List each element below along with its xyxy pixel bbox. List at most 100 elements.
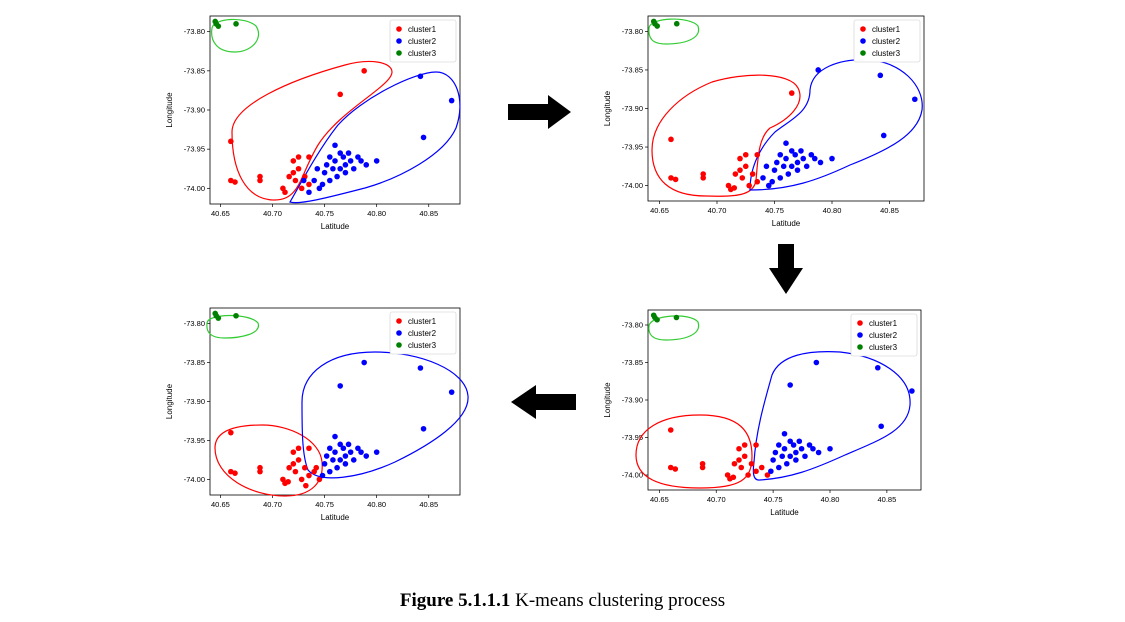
cluster1-point [257, 173, 263, 180]
cluster1-point [232, 470, 238, 476]
cluster3-outline [211, 18, 260, 53]
cluster2-point [790, 442, 797, 448]
cluster1-point [732, 171, 739, 177]
legend-marker [396, 318, 402, 324]
x-axis-label: Latitude [770, 508, 799, 517]
legend-label: cluster2 [408, 329, 437, 338]
cluster2-point [342, 461, 349, 467]
cluster1-point [736, 457, 742, 463]
cluster1-outline [635, 414, 753, 489]
cluster1-point [298, 476, 305, 483]
figure-label: Figure 5.1.1.1 [399, 590, 511, 611]
legend-label: cluster3 [869, 343, 898, 352]
cluster1-point [257, 177, 263, 184]
cluster2-point [323, 162, 330, 168]
x-tick-label: 40.80 [367, 209, 386, 218]
cluster2-point [355, 154, 361, 160]
cluster1-point [700, 171, 706, 177]
cluster1-point [306, 181, 312, 188]
cluster3-point [215, 315, 222, 321]
cluster2-point [332, 158, 338, 164]
x-tick-label: 40.75 [315, 209, 334, 218]
cluster2-point [355, 445, 361, 452]
cluster2-point [770, 457, 776, 463]
cluster2-point [417, 73, 424, 80]
legend-box [853, 19, 921, 63]
cluster2-point [829, 155, 835, 162]
cluster1-point [306, 472, 312, 479]
cluster2-point [342, 162, 349, 168]
cluster2-outline [289, 71, 461, 204]
cluster1-point [739, 175, 746, 181]
cluster2-point [783, 460, 790, 467]
cluster2-point [350, 457, 357, 463]
cluster1-outline [231, 60, 393, 201]
cluster1-point [313, 464, 320, 471]
cluster1-point [361, 68, 367, 74]
cluster1-point [753, 442, 759, 448]
legend-marker [857, 344, 863, 350]
cluster2-point [777, 151, 784, 158]
cluster1-point [228, 138, 234, 145]
cluster1-point [758, 464, 765, 471]
legend-marker [396, 38, 402, 44]
cluster2-point [779, 453, 786, 460]
cluster2-point [332, 449, 338, 455]
y-tick-label: -73.95 [622, 433, 643, 442]
cluster1-point [668, 136, 674, 143]
cluster2-point [877, 72, 884, 79]
cluster1-point [292, 468, 299, 475]
cluster2-point [321, 461, 328, 467]
cluster2-point [363, 162, 370, 168]
x-axis-label: Latitude [321, 513, 350, 522]
cluster2-point [306, 189, 312, 196]
cluster1-point [746, 182, 752, 189]
legend-label: cluster3 [872, 49, 901, 58]
cluster2-point [448, 97, 455, 104]
cluster2-point [326, 468, 333, 475]
cluster2-outline [752, 351, 911, 481]
cluster2-point [788, 163, 795, 170]
figure-title: K-means clustering process [515, 590, 726, 611]
cluster2-point [802, 453, 808, 460]
cluster1-point [754, 178, 761, 185]
cluster2-point [813, 359, 820, 366]
cluster2-point [781, 445, 788, 452]
cluster3-point [233, 312, 239, 319]
cluster2-point [347, 158, 354, 164]
cluster2-point [803, 163, 810, 170]
cluster2-point [358, 449, 364, 455]
cluster1-point [667, 464, 674, 471]
cluster2-point [787, 453, 793, 460]
cluster1-point [306, 154, 312, 160]
legend-marker [860, 38, 866, 44]
y-tick-label: -73.80 [622, 27, 643, 36]
cluster1-point [290, 461, 297, 467]
cluster1-point [337, 91, 344, 98]
cluster2-point [316, 185, 323, 192]
x-tick-label: 40.85 [419, 209, 438, 218]
cluster2-point [811, 155, 818, 162]
x-tick-label: 40.70 [707, 495, 726, 504]
legend-label: cluster2 [872, 37, 901, 46]
cluster1-point [738, 464, 745, 471]
cluster2-point [776, 442, 782, 448]
arrow-down [769, 244, 803, 294]
cluster1-point [699, 460, 706, 467]
x-tick-label: 40.65 [211, 500, 230, 509]
y-axis-label: Longitude [603, 90, 612, 126]
cluster3-outline [648, 315, 700, 341]
cluster1-point [292, 177, 299, 184]
cluster2-point [363, 453, 370, 459]
y-tick-label: -73.85 [184, 66, 205, 75]
cluster2-point [768, 468, 774, 475]
cluster2-point [334, 173, 340, 180]
x-axis-label: Latitude [321, 222, 350, 231]
cluster2-point [792, 151, 798, 158]
x-tick-label: 40.85 [877, 495, 896, 504]
cluster1-point [745, 472, 751, 478]
cluster2-point [793, 457, 799, 463]
x-tick-label: 40.65 [211, 209, 230, 218]
cluster1-point [736, 445, 742, 452]
cluster2-point [763, 163, 770, 170]
